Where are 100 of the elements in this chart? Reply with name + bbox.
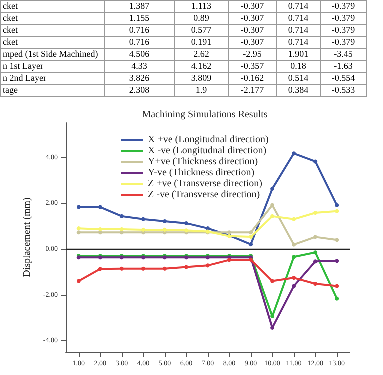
text: 0.191: [174, 36, 228, 48]
point: [314, 250, 318, 255]
point: [162, 266, 167, 271]
text: cket: [0, 36, 104, 48]
point: [120, 266, 124, 271]
text: n 1st Layer: [0, 60, 104, 72]
point: [335, 296, 340, 301]
text: -2.177: [228, 84, 276, 96]
point: [98, 227, 102, 232]
text: -0.379: [320, 12, 366, 24]
point: [120, 214, 124, 218]
point: [292, 284, 296, 288]
point: [314, 235, 318, 240]
point: [292, 152, 296, 156]
point: [292, 276, 296, 280]
point: [292, 217, 296, 222]
text: -1.63: [320, 60, 366, 72]
chart-title: Machining Simulations Results: [142, 110, 268, 120]
point: [162, 228, 167, 232]
point: [249, 230, 254, 235]
text: -3.45: [320, 48, 366, 60]
text: 0.18: [276, 60, 320, 72]
point: [249, 235, 254, 240]
text: mped (1st Side Machined): [0, 48, 104, 60]
point: [141, 217, 146, 222]
point: [228, 258, 232, 262]
point: [76, 279, 81, 284]
text: -0.379: [320, 0, 366, 12]
point: [335, 203, 340, 208]
point: [292, 255, 296, 260]
text: 0.716: [104, 24, 174, 36]
point: [335, 284, 340, 288]
point: [98, 205, 102, 210]
text: 0.714: [276, 36, 320, 48]
point: [292, 242, 296, 247]
text: 3.809: [174, 72, 228, 84]
point: [335, 209, 340, 214]
text: 4.33: [104, 60, 174, 72]
point: [314, 260, 318, 264]
text: -0.533: [320, 84, 366, 96]
text: 3.826: [104, 72, 174, 84]
text: 0.714: [276, 24, 320, 36]
point: [335, 238, 340, 242]
text: 1.155: [104, 12, 174, 24]
text: -0.307: [228, 36, 276, 48]
text: 1.901: [276, 48, 320, 60]
point: [314, 282, 318, 286]
legend-label: Z -ve (Transverse direction): [148, 190, 260, 200]
point: [314, 211, 318, 215]
point: [162, 219, 167, 224]
point: [270, 214, 275, 218]
text: 4.506: [104, 48, 174, 60]
point: [98, 267, 102, 272]
legend-label: X +ve (Longitudnal direction): [148, 134, 269, 146]
text: -0.307: [228, 24, 276, 36]
point: [120, 227, 124, 232]
text: -0.554: [320, 72, 366, 84]
legend-label: Y-ve (Thickness direction): [148, 168, 255, 178]
text: cket: [0, 12, 104, 24]
point: [141, 228, 146, 232]
text: 0.384: [276, 84, 320, 96]
text: 0.577: [174, 24, 228, 36]
text: 4.162: [174, 60, 228, 72]
text: 2.62: [174, 48, 228, 60]
point: [270, 203, 275, 208]
point: [270, 186, 275, 191]
text: -0.379: [320, 24, 366, 36]
text: tage: [0, 84, 104, 96]
text: -0.307: [228, 0, 276, 12]
text: 1.387: [104, 0, 174, 12]
text: -0.379: [320, 36, 366, 48]
text: cket: [0, 24, 104, 36]
y-axis-title: Displacement (mm): [22, 198, 34, 278]
text: 0.514: [276, 72, 320, 84]
point: [141, 266, 146, 271]
text: -2.95: [228, 48, 276, 60]
point: [270, 314, 275, 319]
point: [76, 226, 81, 231]
point: [270, 279, 275, 284]
text: -0.162: [228, 72, 276, 84]
text: 2.308: [104, 84, 174, 96]
text: 1.9: [174, 84, 228, 96]
legend-label: Y+ve (Thickness direction): [148, 156, 258, 168]
point: [335, 259, 340, 264]
point: [76, 205, 81, 210]
text: 0.89: [174, 12, 228, 24]
point: [206, 226, 210, 231]
point: [206, 264, 210, 268]
legend-label: X -ve (Longitudnal direction): [148, 146, 267, 156]
text: -0.307: [228, 12, 276, 24]
text: cket: [0, 0, 104, 12]
point: [76, 230, 81, 235]
point: [314, 160, 318, 164]
point: [249, 242, 254, 247]
point: [184, 221, 188, 226]
text: 0.714: [276, 0, 320, 12]
text: 1.113: [174, 0, 228, 12]
point: [184, 265, 188, 270]
text: 0.716: [104, 36, 174, 48]
text: n 2nd Layer: [0, 72, 104, 84]
